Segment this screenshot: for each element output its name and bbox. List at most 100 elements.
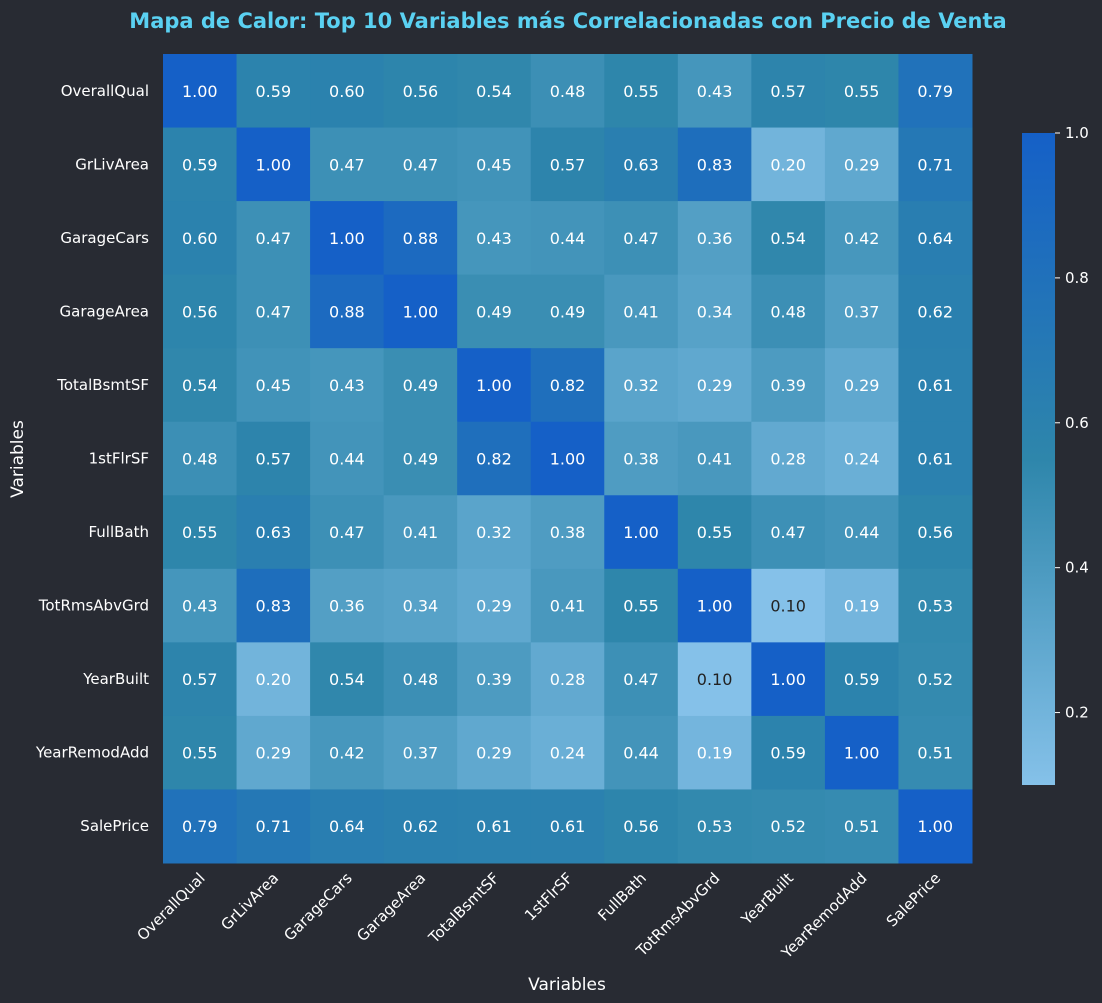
heatmap-cell	[604, 789, 679, 864]
cell-value-label: 0.24	[550, 744, 586, 763]
heatmap-cell	[751, 568, 826, 643]
heatmap-cell	[824, 274, 899, 349]
heatmap-cell	[824, 54, 899, 129]
cell-value-label: 0.38	[623, 450, 659, 469]
heatmap-cell	[383, 127, 458, 202]
cell-value-label: 0.42	[329, 744, 365, 763]
heatmap-cell	[310, 789, 385, 864]
heatmap-cell	[310, 127, 385, 202]
heatmap-cell	[383, 789, 458, 864]
heatmap-cell	[677, 568, 752, 643]
heatmap-cell	[163, 789, 238, 864]
heatmap-cell	[530, 127, 605, 202]
cell-value-label: 0.36	[329, 597, 365, 616]
y-tick-label: YearRemodAdd	[35, 744, 149, 762]
cell-value-label: 0.49	[550, 302, 586, 321]
colorbar-tick-label: 1.0	[1065, 124, 1089, 142]
heatmap-cell	[310, 348, 385, 423]
heatmap-cell	[604, 127, 679, 202]
heatmap-cell	[236, 274, 311, 349]
heatmap-cell	[236, 715, 311, 790]
heatmap-cell	[604, 642, 679, 717]
cell-value-label: 0.10	[697, 670, 733, 689]
heatmap-cell	[236, 642, 311, 717]
cell-value-label: 0.47	[256, 302, 292, 321]
cell-value-label: 0.55	[623, 597, 659, 616]
cell-value-label: 0.57	[256, 450, 292, 469]
cell-value-label: 1.00	[476, 376, 512, 395]
cell-value-label: 1.00	[770, 670, 806, 689]
heatmap-cell	[163, 348, 238, 423]
heatmap-cell	[457, 348, 532, 423]
colorbar: 0.2 0.4 0.6 0.8 1.0	[1022, 124, 1089, 785]
cell-value-label: 0.61	[550, 817, 586, 836]
cell-value-label: 0.36	[697, 229, 733, 248]
cell-value-label: 0.57	[550, 155, 586, 174]
x-tick-label: OverallQual	[133, 869, 208, 944]
cell-value-label: 0.29	[844, 155, 880, 174]
cell-value-label: 0.64	[329, 817, 365, 836]
cell-value-label: 0.10	[770, 597, 806, 616]
cell-value-label: 0.61	[917, 376, 953, 395]
heatmap-cell	[383, 642, 458, 717]
cell-value-label: 0.49	[403, 450, 439, 469]
heatmap-cell	[751, 421, 826, 496]
heatmap-cell	[824, 495, 899, 570]
cell-value-label: 0.47	[403, 155, 439, 174]
cell-value-label: 0.79	[917, 82, 953, 101]
cell-value-label: 1.00	[844, 744, 880, 763]
cell-value-label: 0.62	[403, 817, 439, 836]
heatmap-cell	[310, 54, 385, 129]
cell-value-label: 0.62	[917, 302, 953, 321]
cell-value-label: 0.20	[256, 670, 292, 689]
cell-value-label: 0.55	[182, 523, 218, 542]
heatmap-cell	[898, 421, 973, 496]
colorbar-tick-label: 0.4	[1065, 559, 1089, 577]
heatmap-cell	[751, 127, 826, 202]
heatmap-cell	[604, 421, 679, 496]
cell-value-label: 0.34	[403, 597, 439, 616]
heatmap-cell	[604, 274, 679, 349]
heatmap-cell	[310, 495, 385, 570]
cell-value-label: 0.48	[182, 450, 218, 469]
cell-value-label: 0.34	[697, 302, 733, 321]
x-axis-title: Variables	[528, 975, 606, 995]
cell-value-label: 1.00	[623, 523, 659, 542]
heatmap-cell	[677, 789, 752, 864]
heatmap-cell	[457, 201, 532, 276]
cell-value-label: 0.49	[476, 302, 512, 321]
x-tick-label: SalePrice	[883, 869, 944, 930]
cell-value-label: 0.56	[623, 817, 659, 836]
colorbar-tick-label: 0.8	[1065, 269, 1089, 287]
heatmap-cell	[751, 54, 826, 129]
cell-value-label: 0.29	[844, 376, 880, 395]
cell-value-label: 0.47	[329, 523, 365, 542]
heatmap-cell	[457, 642, 532, 717]
heatmap-cell	[163, 127, 238, 202]
heatmap-cell	[530, 568, 605, 643]
cell-value-label: 0.48	[770, 302, 806, 321]
cell-value-label: 0.60	[329, 82, 365, 101]
heatmap-cell	[310, 642, 385, 717]
cell-value-label: 0.82	[476, 450, 512, 469]
cell-value-label: 0.44	[844, 523, 880, 542]
heatmap-cell	[824, 421, 899, 496]
heatmap-cell	[677, 201, 752, 276]
cell-value-label: 0.48	[550, 82, 586, 101]
cell-value-label: 0.28	[770, 450, 806, 469]
heatmap-cell	[236, 127, 311, 202]
cell-value-label: 1.00	[182, 82, 218, 101]
heatmap-cell	[824, 568, 899, 643]
cell-value-label: 0.63	[256, 523, 292, 542]
cell-value-label: 0.51	[844, 817, 880, 836]
heatmap-cell	[236, 201, 311, 276]
cell-value-label: 0.59	[770, 744, 806, 763]
heatmap-cell	[677, 54, 752, 129]
y-tick-label: TotalBsmtSF	[56, 376, 149, 394]
y-tick-label: GrLivArea	[75, 155, 149, 173]
cell-value-label: 0.55	[623, 82, 659, 101]
x-tick-label: GarageArea	[353, 869, 429, 945]
cell-value-label: 0.45	[476, 155, 512, 174]
cell-value-label: 0.82	[550, 376, 586, 395]
